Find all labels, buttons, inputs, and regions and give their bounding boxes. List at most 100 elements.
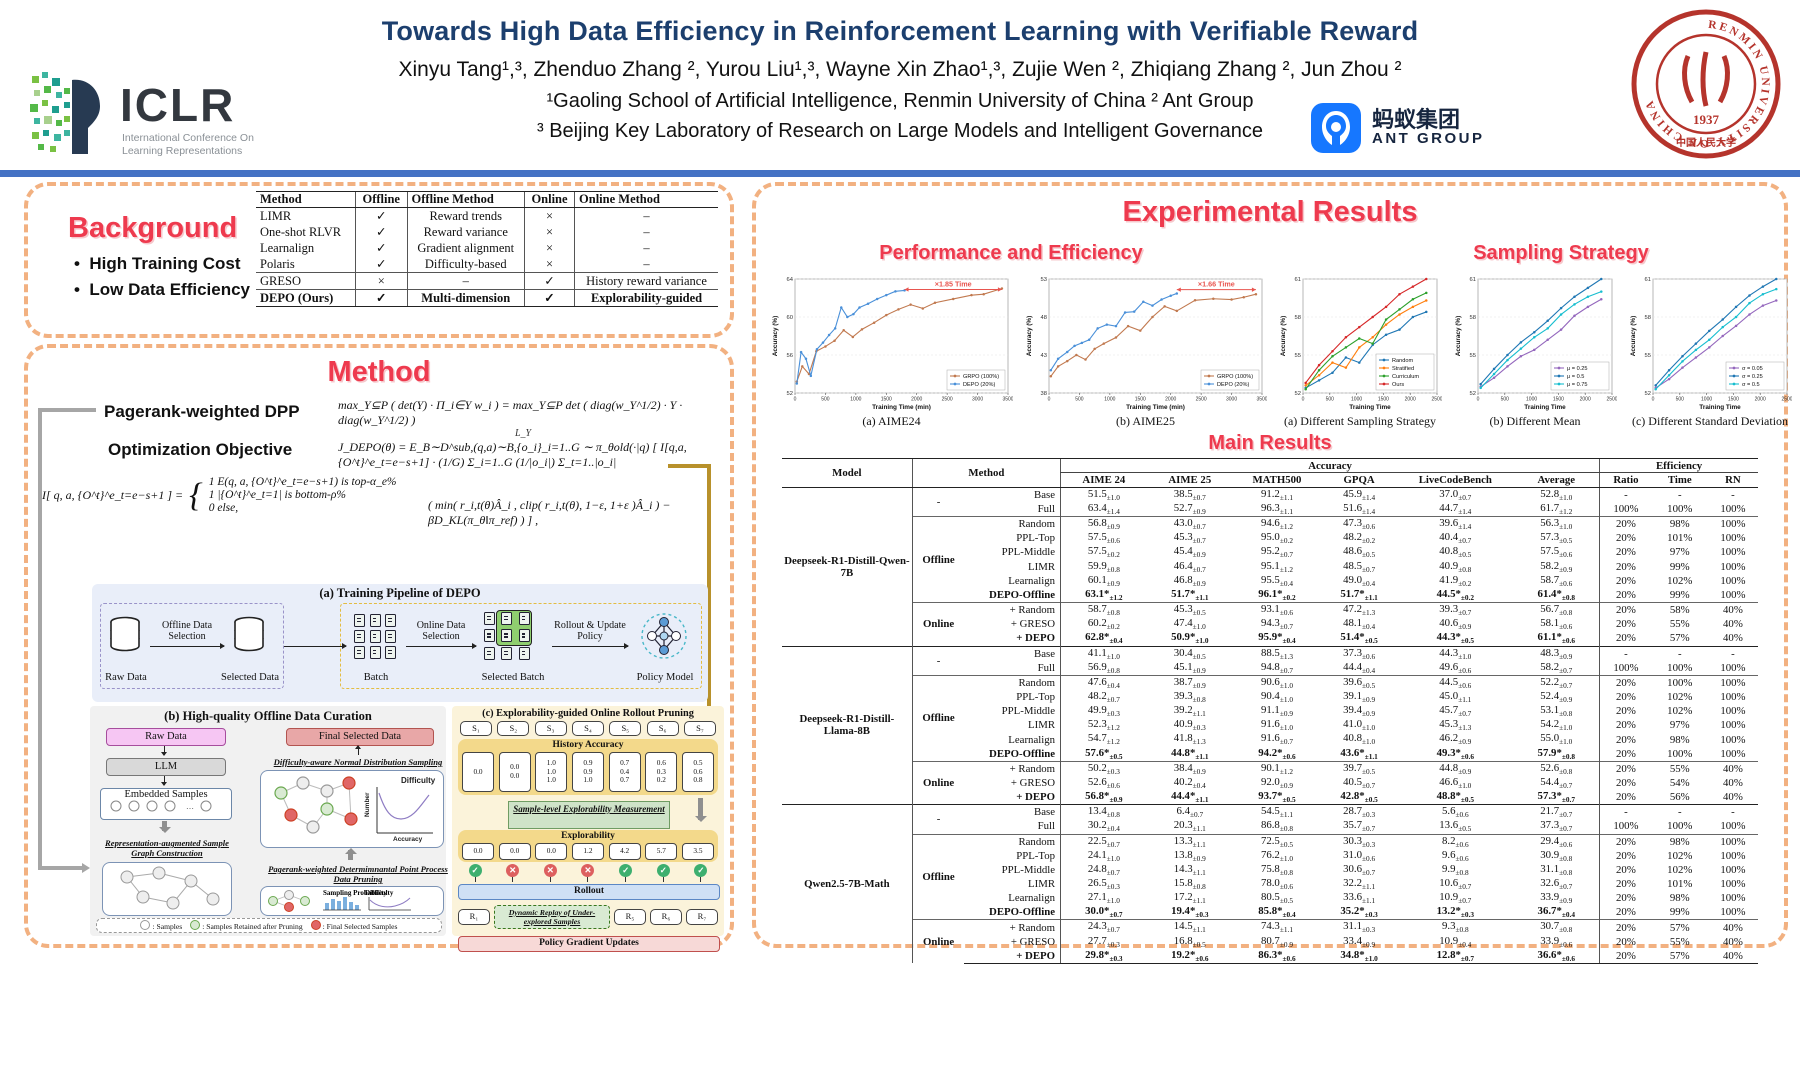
table-row: Online + Random 50.2±0.3 38.4±0.9 90.1±1.2 39… — [782, 760, 1758, 805]
arrow-down — [160, 746, 169, 756]
doc-icon — [385, 614, 397, 627]
flow-label-offline-selection: Offline Data Selection — [161, 620, 213, 642]
explorability-box: 4.2 — [608, 843, 641, 860]
method-name: + GRESO — [1010, 776, 1056, 789]
svg-text:…: … — [186, 802, 194, 811]
ruc-year: 1937 — [1693, 112, 1720, 127]
result-cell: 27.7±0.3 — [1060, 934, 1147, 949]
result-cell: 39.1±0.9 — [1343, 689, 1376, 705]
result-cell: - — [1599, 804, 1652, 820]
svg-text:0: 0 — [1302, 397, 1305, 403]
result-cell: 16.8±0.5 — [1173, 934, 1206, 949]
result-cell: 38.5±0.7 — [1146, 486, 1233, 502]
doc-icon — [501, 612, 513, 625]
doc-icon — [354, 630, 365, 643]
result-cell: 51.5±1.0 — [1060, 486, 1147, 502]
pipeline-title: (a) Training Pipeline of DEPO — [319, 586, 481, 600]
iclr-subtext-1: International Conference On — [122, 132, 254, 144]
doc-icon — [501, 629, 513, 643]
result-cell: 13.3±1.1 — [1146, 833, 1233, 849]
svg-text:Curriculum: Curriculum — [1392, 374, 1419, 380]
doc-icon — [518, 646, 530, 660]
svg-text:DEPO (20%): DEPO (20%) — [963, 382, 995, 388]
offline-dashed-box — [100, 603, 284, 689]
charts-row: 52 56 60 64 0 500 1000 1500 2000 2500 3000 3500 Accu… — [770, 270, 1793, 412]
result-cell: 57.6*±0.5 — [1060, 746, 1147, 762]
svg-text:×1.85 Time: ×1.85 Time — [935, 279, 972, 288]
svg-text:500: 500 — [1075, 397, 1084, 403]
result-cell: 40.9±0.3 — [1173, 718, 1206, 733]
method-name: Full — [1037, 503, 1056, 516]
thick-arrow-down — [158, 821, 171, 833]
result-cell: 55.0±1.0 — [1540, 732, 1573, 747]
result-cell: 40% — [1707, 948, 1758, 964]
svg-text:GRPO (100%): GRPO (100%) — [963, 374, 999, 380]
table-row: + DEPO 56.8*±0.9 44.4*±1.1 93.7*±0.5 42.8*±0… — [782, 790, 1758, 805]
svg-text:61: 61 — [1645, 277, 1651, 283]
background-title: Background — [68, 212, 238, 244]
sample-chip: S₂ — [497, 721, 530, 736]
result-cell: 13.4±0.8 — [1060, 804, 1147, 820]
final-selected-box: Final Selected Data — [286, 728, 434, 746]
rollout-chip: R₁ — [458, 909, 490, 925]
result-cell: 47.2±1.3 — [1321, 602, 1398, 618]
result-cell: 46.8±0.9 — [1173, 573, 1206, 588]
result-cell: 100% — [1667, 747, 1693, 760]
result-cell: 44.7±1.4 — [1439, 501, 1472, 517]
result-cell: 57.5±0.6 — [1060, 531, 1147, 546]
result-cell: 24.8±0.7 — [1060, 862, 1147, 877]
result-cell: 78.0±0.6 — [1260, 877, 1293, 892]
result-cell: 44.4*±1.1 — [1171, 790, 1209, 805]
doc-icon — [501, 646, 513, 660]
result-cell: 33.9±0.9 — [1540, 891, 1573, 906]
result-cell: 8.2±0.6 — [1397, 833, 1514, 849]
svg-text:48: 48 — [1041, 315, 1047, 321]
svg-text:500: 500 — [1326, 397, 1335, 403]
svg-text:0: 0 — [1048, 397, 1051, 403]
result-cell: 58.7±0.8 — [1060, 602, 1147, 618]
result-cell: 100% — [1720, 503, 1746, 516]
rollout-bar: Rollout — [458, 884, 720, 900]
table-row: LIMR 59.9±0.8 46.4±0.7 95.1±1.2 48.5±0.7 40.9… — [782, 559, 1758, 574]
result-cell: 40% — [1723, 618, 1743, 631]
result-cell: 100% — [1720, 820, 1746, 833]
explorability-measure-box: Sample-level Explorability Measurement — [508, 801, 670, 829]
result-cell: - — [1707, 804, 1758, 820]
svg-text:Random: Random — [1392, 358, 1413, 364]
result-cell: 40% — [1723, 776, 1743, 789]
result-cell: 20% — [1599, 790, 1652, 805]
result-cell: 100% — [1707, 833, 1758, 849]
result-cell: 98% — [1651, 516, 1708, 532]
result-cell: 34.8*±1.0 — [1321, 948, 1398, 964]
result-cell: 54% — [1669, 776, 1690, 789]
result-cell: 63.4±1.4 — [1060, 501, 1147, 517]
method-group-label: - — [911, 804, 965, 835]
method-title: Method — [327, 356, 431, 388]
result-cell: 75.8±0.8 — [1260, 862, 1293, 877]
result-cell: 20% — [1599, 573, 1652, 588]
result-cell: 100% — [1720, 560, 1746, 573]
method-name: + GRESO — [1010, 935, 1056, 948]
svg-text:2500: 2500 — [1431, 397, 1442, 403]
result-cell: 20.3±1.1 — [1173, 819, 1206, 834]
result-cell: 42.8*±0.5 — [1340, 790, 1378, 805]
method-name: Full — [1037, 820, 1056, 833]
result-cell: 52.7±0.9 — [1173, 501, 1206, 517]
table-row: + GRESO 27.7±0.3 16.8±0.5 80.7±0.9 33.4±0.9 1… — [782, 934, 1758, 949]
arrow-right — [150, 642, 225, 651]
method-name: Random — [964, 833, 1061, 849]
result-cell: 19.2*±0.6 — [1146, 948, 1233, 964]
method-name: Base — [964, 486, 1061, 502]
result-cell: 39.4±0.9 — [1343, 704, 1376, 719]
ant-icon — [1311, 103, 1361, 153]
result-cell: 33.9±0.6 — [1540, 934, 1573, 949]
thick-arrow-down — [694, 798, 707, 822]
rollout-chip: R₇ — [686, 909, 718, 925]
result-cell: 98% — [1651, 833, 1708, 849]
method-name: DEPO-Offline — [989, 906, 1056, 919]
svg-text:60: 60 — [787, 315, 793, 321]
chart: 52 55 58 61 0 500 1000 1500 2000 2500 Accuracy (%)… — [1453, 270, 1618, 412]
result-cell: 14.5±1.1 — [1146, 919, 1233, 935]
method-group-label: Offline — [911, 833, 965, 920]
result-cell: 97% — [1669, 546, 1690, 559]
